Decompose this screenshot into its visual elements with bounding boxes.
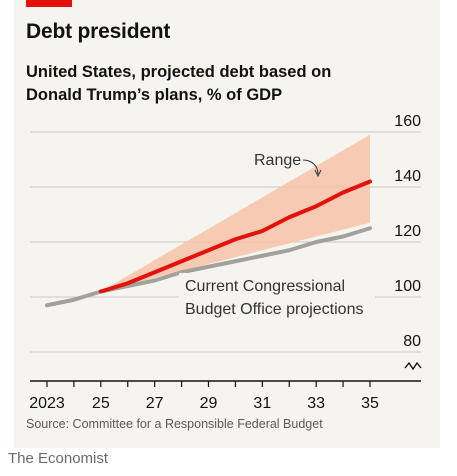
annotation-cbo-line-1: Current Congressional <box>185 278 345 295</box>
publisher-footer: The Economist <box>8 450 109 467</box>
x-tick-label-2031: 31 <box>253 395 271 412</box>
y-tick-label-160: 160 <box>394 113 421 130</box>
y-tick-label-120: 120 <box>394 223 421 240</box>
y-tick-label-100: 100 <box>394 278 421 295</box>
y-tick-label-140: 140 <box>394 168 421 185</box>
axis-break-icon <box>404 361 422 371</box>
x-tick-label-2027: 27 <box>146 395 164 412</box>
annotation-range-leader <box>302 159 319 175</box>
x-tick-label-2035: 35 <box>361 395 379 412</box>
series-line-trump <box>98 179 372 294</box>
x-tick-label-2033: 33 <box>307 395 325 412</box>
brand-red-tag <box>26 0 72 7</box>
range-band <box>100 134 370 292</box>
annotation-range-arrowhead <box>314 169 322 178</box>
chart-title: Debt president <box>26 20 171 43</box>
annotation-cbo-line-2: Budget Office projections <box>185 301 363 318</box>
chart-subtitle: United States, projected debt based on D… <box>26 63 332 104</box>
source-note: Source: Committee for a Responsible Fede… <box>26 417 323 431</box>
y-tick-label-80: 80 <box>403 333 421 350</box>
x-tick-label-2029: 29 <box>200 395 218 412</box>
annotation-cbo-background <box>179 273 375 321</box>
annotation-range-label: Range <box>254 152 301 169</box>
x-tick-label-2023: 2023 <box>29 395 65 412</box>
x-tick-label-2025: 25 <box>92 395 110 412</box>
